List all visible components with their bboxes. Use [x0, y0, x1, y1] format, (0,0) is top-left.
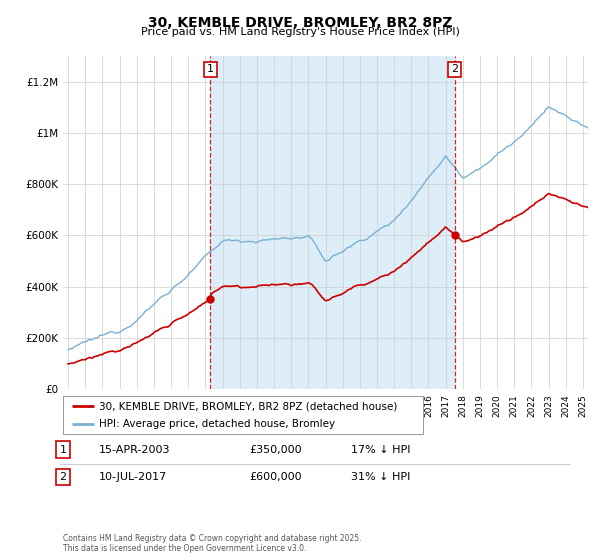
Text: Price paid vs. HM Land Registry's House Price Index (HPI): Price paid vs. HM Land Registry's House … — [140, 27, 460, 37]
Text: 15-APR-2003: 15-APR-2003 — [99, 445, 170, 455]
Text: 17% ↓ HPI: 17% ↓ HPI — [351, 445, 410, 455]
Text: 2: 2 — [451, 64, 458, 74]
Text: 2: 2 — [59, 472, 67, 482]
Bar — [211, 56, 455, 389]
Text: £600,000: £600,000 — [249, 472, 302, 482]
Text: Contains HM Land Registry data © Crown copyright and database right 2025.
This d: Contains HM Land Registry data © Crown c… — [63, 534, 361, 553]
Text: HPI: Average price, detached house, Bromley: HPI: Average price, detached house, Brom… — [99, 419, 335, 430]
Text: 30, KEMBLE DRIVE, BROMLEY, BR2 8PZ: 30, KEMBLE DRIVE, BROMLEY, BR2 8PZ — [148, 16, 452, 30]
Text: 31% ↓ HPI: 31% ↓ HPI — [351, 472, 410, 482]
Text: 1: 1 — [207, 64, 214, 74]
Text: £350,000: £350,000 — [249, 445, 302, 455]
Text: 10-JUL-2017: 10-JUL-2017 — [99, 472, 167, 482]
Text: 1: 1 — [59, 445, 67, 455]
Text: 30, KEMBLE DRIVE, BROMLEY, BR2 8PZ (detached house): 30, KEMBLE DRIVE, BROMLEY, BR2 8PZ (deta… — [99, 401, 397, 411]
